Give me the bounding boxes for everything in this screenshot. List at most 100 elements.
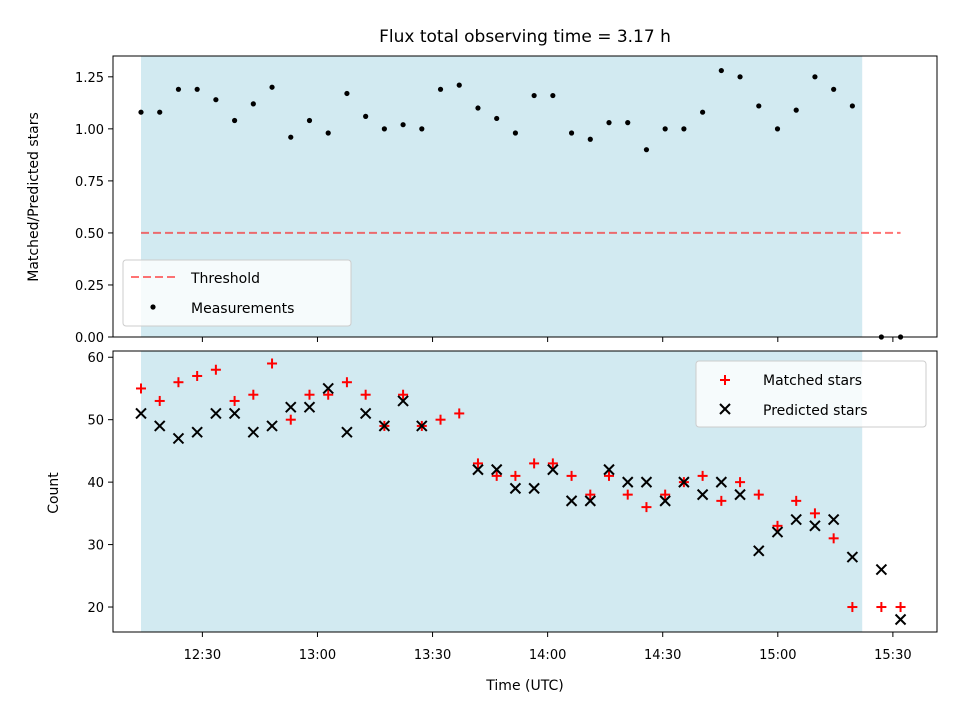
predicted-point xyxy=(135,407,147,420)
bottom-y-tick-label: 20 xyxy=(87,601,104,616)
measurement-point xyxy=(812,74,818,80)
measurement-point xyxy=(175,86,182,92)
measurement-point xyxy=(718,67,724,74)
bottom-y-tick-label: 40 xyxy=(87,476,104,491)
bottom-y-tick-label: 30 xyxy=(87,539,104,554)
ratio-panel: 0.00 0.25 0.50 0.75 1.00 1.25 Threshold Measure… xyxy=(75,55,938,346)
top-y-tick-label: 1.00 xyxy=(75,123,104,138)
predicted-point-b xyxy=(547,463,559,476)
top-y-tick-label: 0.75 xyxy=(75,175,104,190)
measurement-point xyxy=(157,109,163,115)
predicted-point-b xyxy=(809,520,821,532)
measurement-point xyxy=(849,103,855,109)
predicted-point xyxy=(696,488,709,501)
top-legend: Threshold Measurements xyxy=(122,259,352,327)
predicted-point xyxy=(285,401,297,413)
measurement-point xyxy=(288,134,294,140)
predicted-point-b xyxy=(210,407,222,420)
predicted-point-b xyxy=(154,420,166,432)
top-y-tick-label: 1.25 xyxy=(75,71,104,86)
matched-point xyxy=(604,470,615,481)
predicted-point xyxy=(894,613,907,626)
measurement-point xyxy=(381,126,387,132)
predicted-point xyxy=(266,420,278,432)
measurement-point xyxy=(700,109,706,115)
measurement-point xyxy=(550,92,556,99)
x-tick-label: 14:00 xyxy=(529,648,566,663)
predicted-point-b xyxy=(640,476,653,488)
matched-point xyxy=(791,495,802,506)
legend-matched-swatch xyxy=(720,375,730,385)
predicted-point xyxy=(228,407,241,420)
predicted-point-b xyxy=(509,482,522,495)
matched-point xyxy=(173,377,184,388)
predicted-point-b xyxy=(247,426,260,438)
predicted-point-b xyxy=(846,551,859,563)
matched-point xyxy=(753,489,764,500)
measurement-point xyxy=(625,120,631,126)
matched-point xyxy=(229,395,240,406)
predicted-point-b xyxy=(734,488,746,501)
legend-predicted-swatch xyxy=(719,403,731,415)
predicted-point-b xyxy=(191,426,203,438)
top-y-axis-label: Matched/Predicted stars xyxy=(26,112,42,282)
measurement-point xyxy=(344,90,350,97)
measurement-point xyxy=(774,126,781,132)
x-tick-label: 13:00 xyxy=(299,648,336,663)
x-tick-label: 12:30 xyxy=(184,648,221,663)
predicted-point-b xyxy=(678,476,690,488)
measurement-point xyxy=(793,107,799,113)
predicted-point-b xyxy=(285,401,297,413)
predicted-point-b xyxy=(659,495,671,507)
predicted-point-b xyxy=(416,420,428,432)
predicted-point-b xyxy=(228,407,241,420)
predicted-point-b xyxy=(875,563,888,576)
matched-point xyxy=(154,395,165,406)
matched-point xyxy=(622,489,633,500)
x-tick-label: 15:00 xyxy=(759,648,796,663)
x-tick-label: 14:30 xyxy=(644,648,681,663)
matched-point xyxy=(876,602,887,613)
predicted-point-b xyxy=(753,545,765,557)
matched-point xyxy=(697,470,708,481)
predicted-point xyxy=(341,426,353,438)
count-panel: 20 30 40 50 60 12:30 13:00 13:30 14:00 14:30 15:00… xyxy=(87,350,938,663)
top-frame xyxy=(112,55,938,338)
predicted-point xyxy=(827,513,840,526)
matched-point xyxy=(210,364,221,375)
measurement-point xyxy=(475,105,481,111)
predicted-point-b xyxy=(341,426,353,438)
matched-point xyxy=(529,458,540,469)
matched-point xyxy=(547,458,558,469)
predicted-point xyxy=(715,476,728,488)
predicted-point xyxy=(472,463,484,476)
matched-point xyxy=(323,389,334,400)
measurement-point xyxy=(662,126,668,132)
matched-point xyxy=(847,602,858,613)
legend-measurement-swatch xyxy=(150,304,156,310)
predicted-point-b xyxy=(790,513,802,526)
predicted-point xyxy=(753,545,765,557)
predicted-point-b xyxy=(603,463,615,476)
measurement-point xyxy=(400,122,406,128)
measurement-point xyxy=(194,86,200,92)
predicted-point xyxy=(172,432,185,445)
measurement-point xyxy=(606,120,612,126)
measurement-point xyxy=(512,130,519,136)
matched-point xyxy=(660,489,671,500)
measurement-point xyxy=(232,117,238,124)
predicted-point xyxy=(359,407,372,420)
x-tick-label: 13:30 xyxy=(414,648,451,663)
matched-point xyxy=(895,602,906,613)
measurement-point xyxy=(831,86,837,92)
measurement-point xyxy=(456,82,462,88)
legend-predicted-label: Predicted stars xyxy=(763,403,868,419)
predicted-point-b xyxy=(303,401,316,413)
measurement-point xyxy=(643,147,650,153)
predicted-point xyxy=(622,476,634,488)
matched-point xyxy=(585,489,596,500)
predicted-point xyxy=(303,401,316,413)
measurement-point xyxy=(437,86,444,92)
measurement-point xyxy=(587,136,593,142)
